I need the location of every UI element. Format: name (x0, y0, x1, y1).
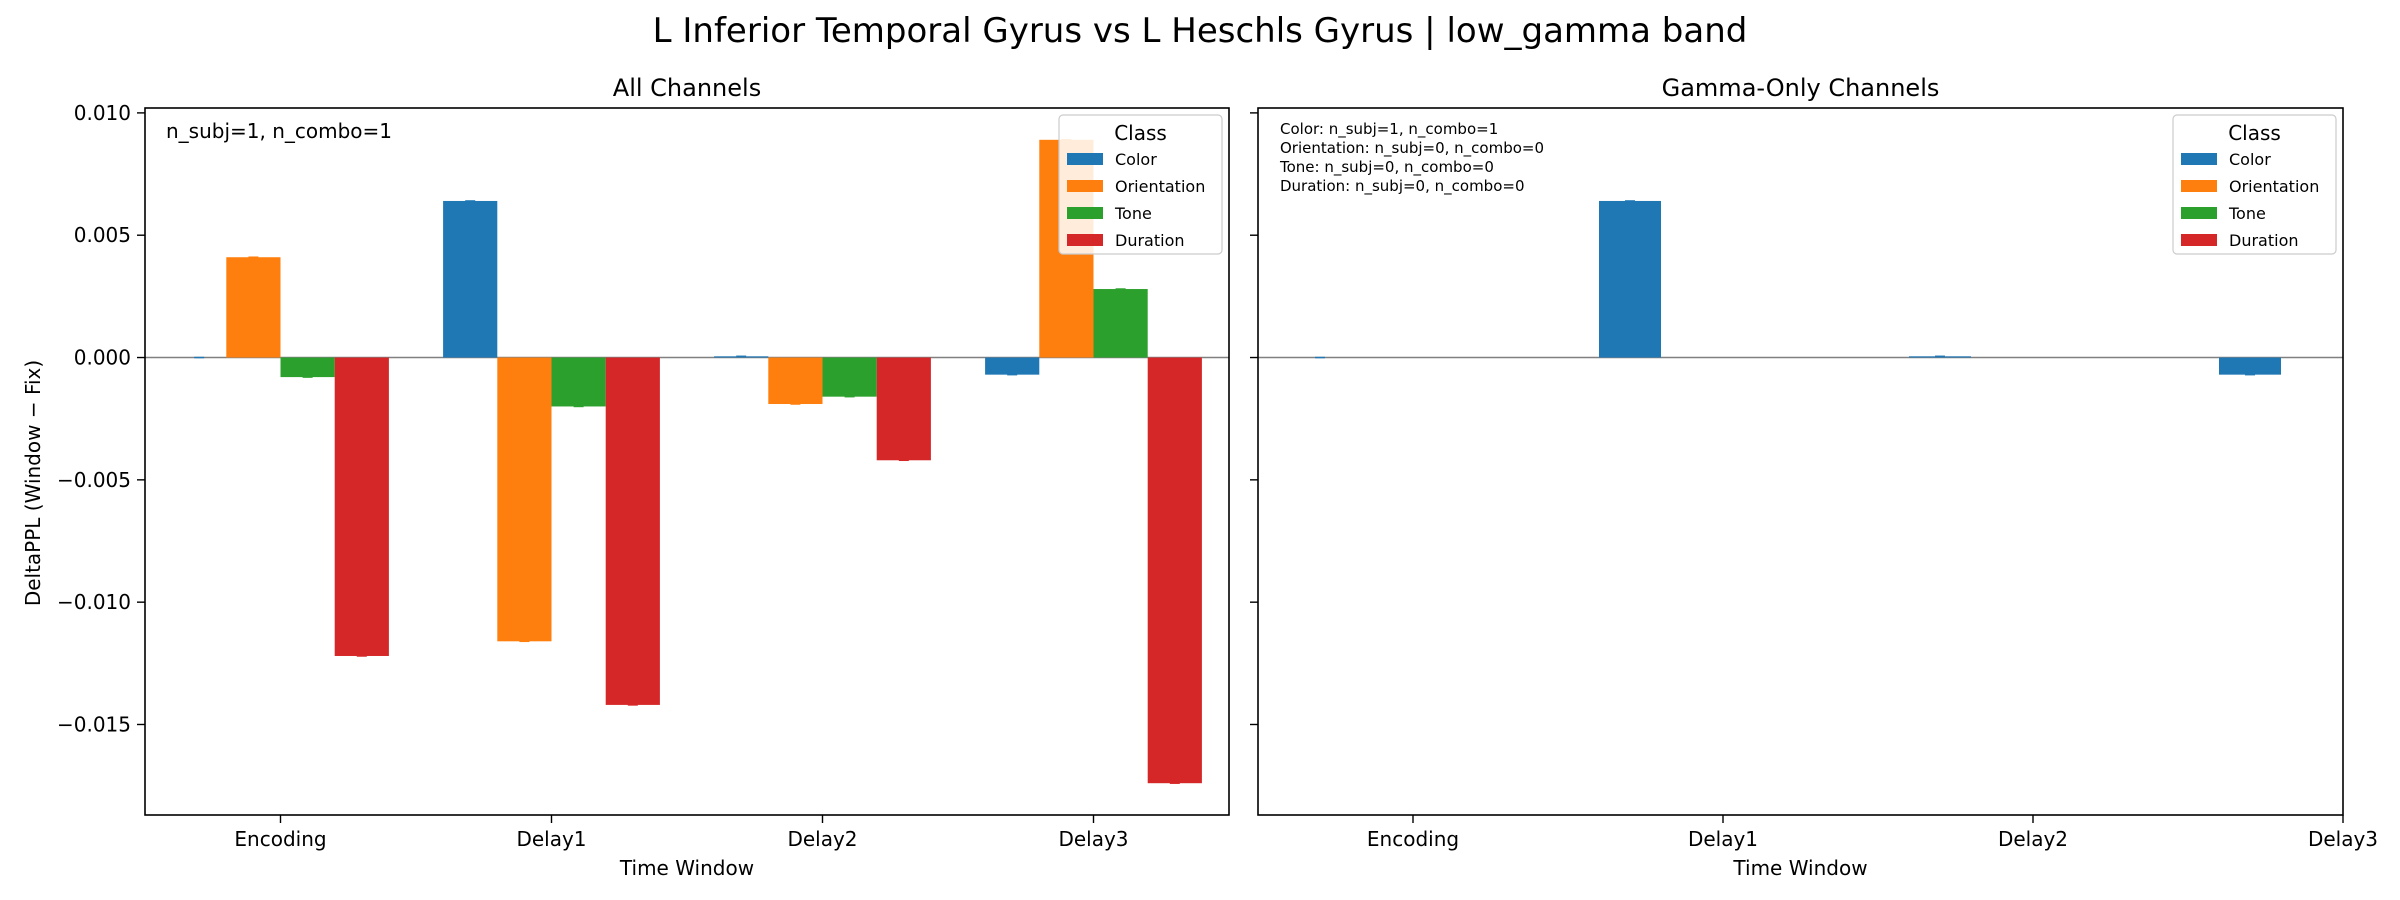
panel-title: All Channels (613, 74, 761, 102)
annotation-text: Color: n_subj=1, n_combo=1 (1280, 120, 1498, 139)
y-tick-label: 0.000 (74, 346, 131, 370)
bar (1147, 357, 1202, 784)
bar (334, 357, 389, 656)
legend-box (1058, 114, 1223, 255)
bar (497, 357, 552, 642)
y-tick-label: 0.005 (74, 223, 131, 247)
y-tick-label: −0.010 (57, 590, 131, 614)
axes-frame (1257, 107, 2344, 816)
legend: Class Color Orientation Tone Duration (1058, 114, 1223, 255)
bar (1093, 289, 1148, 358)
legend-swatch (2181, 207, 2217, 219)
x-tick-label: Delay3 (2308, 827, 2378, 851)
panel-gamma-only-channels: Gamma-Only Channels Encoding Delay1 Delay2 D… (1250, 74, 2378, 880)
legend-label: Orientation (2229, 177, 2319, 196)
bar (2219, 357, 2281, 375)
legend-swatch (2181, 234, 2217, 246)
bar (822, 357, 877, 397)
x-axis-label: Time Window (1732, 856, 1867, 880)
legend-label: Duration (2229, 231, 2299, 250)
bar (768, 357, 823, 405)
legend-box (2172, 114, 2337, 255)
annotation-text: Duration: n_subj=0, n_combo=0 (1280, 177, 1525, 196)
x-tick-label: Delay1 (516, 827, 586, 851)
legend-label: Color (1115, 150, 1157, 169)
bar (876, 357, 931, 461)
x-tick-label: Encoding (1367, 827, 1459, 851)
legend-swatch (1067, 180, 1103, 192)
legend-label: Orientation (1115, 177, 1205, 196)
legend: Class Color Orientation Tone Duration (2172, 114, 2337, 255)
x-tick-label: Delay3 (1058, 827, 1128, 851)
panel-title: Gamma-Only Channels (1662, 74, 1940, 102)
bar (985, 357, 1040, 375)
legend-swatch (1067, 234, 1103, 246)
bar (1599, 200, 1661, 358)
y-tick-label: −0.015 (57, 712, 131, 736)
annotation-text: n_subj=1, n_combo=1 (166, 119, 392, 143)
legend-title: Class (2228, 121, 2281, 145)
y-tick-label: 0.010 (74, 101, 131, 125)
x-tick-label: Encoding (234, 827, 326, 851)
bar (280, 357, 335, 378)
legend-label: Tone (2228, 204, 2266, 223)
bar (226, 257, 281, 358)
figure-title: L Inferior Temporal Gyrus vs L Heschls G… (653, 11, 1748, 51)
x-tick-label: Delay1 (1688, 827, 1758, 851)
x-tick-label: Delay2 (1998, 827, 2068, 851)
legend-label: Duration (1115, 231, 1185, 250)
bar (443, 200, 498, 358)
bar (551, 357, 606, 407)
legend-swatch (2181, 153, 2217, 165)
y-tick-label: −0.005 (57, 468, 131, 492)
legend-swatch (1067, 207, 1103, 219)
legend-swatch (1067, 153, 1103, 165)
x-axis-label: Time Window (619, 856, 754, 880)
legend-label: Tone (1114, 204, 1152, 223)
legend-title: Class (1114, 121, 1167, 145)
annotation-text: Tone: n_subj=0, n_combo=0 (1279, 158, 1494, 177)
annotation-text: Orientation: n_subj=0, n_combo=0 (1280, 139, 1544, 158)
x-tick-label: Delay2 (787, 827, 857, 851)
panel-all-channels: All Channels 0.010 0.005 0.000 −0.005 −0.010 −… (57, 74, 1230, 880)
legend-swatch (2181, 180, 2217, 192)
y-axis-label: DeltaPPL (Window − Fix) (21, 360, 45, 606)
legend-label: Color (2229, 150, 2271, 169)
bar (605, 357, 660, 705)
axes-frame (144, 107, 1230, 816)
